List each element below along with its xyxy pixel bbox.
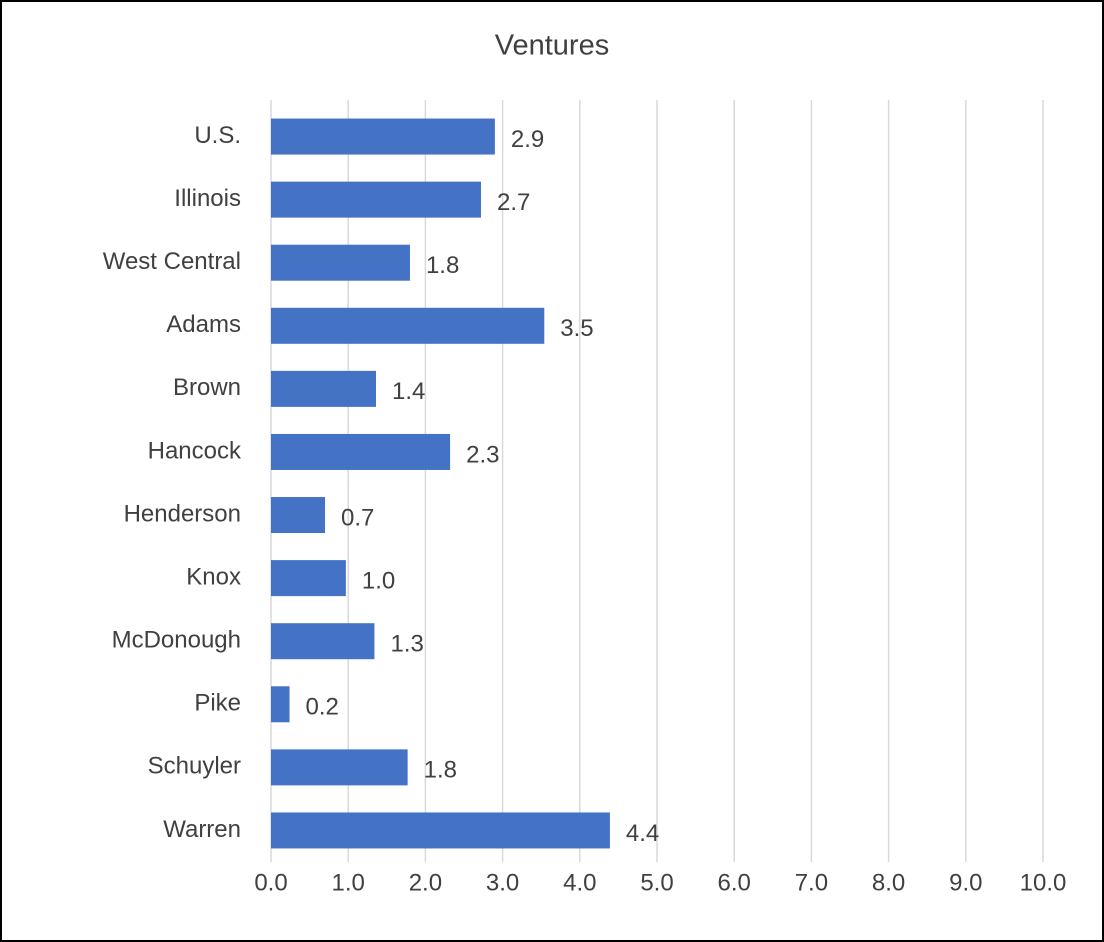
- data-label: 1.4: [392, 378, 425, 405]
- bar: [271, 433, 451, 470]
- x-tick-label: 1.0: [332, 869, 365, 896]
- bar: [271, 623, 375, 660]
- bar: [271, 307, 545, 344]
- data-label: 2.3: [466, 441, 499, 468]
- y-tick-label: Warren: [163, 816, 241, 843]
- y-tick-label: Hancock: [148, 437, 242, 464]
- bar: [271, 749, 408, 786]
- bar: [271, 244, 410, 281]
- data-label: 2.7: [497, 189, 530, 216]
- y-tick-label: Schuyler: [148, 753, 241, 780]
- y-tick-label: Brown: [173, 374, 241, 401]
- x-tick-label: 6.0: [718, 869, 751, 896]
- x-tick-label: 9.0: [949, 869, 982, 896]
- y-tick-label: Illinois: [174, 185, 241, 212]
- bar: [271, 560, 346, 597]
- x-tick-label: 5.0: [640, 869, 673, 896]
- data-label: 0.2: [306, 694, 339, 721]
- bar: [271, 118, 495, 155]
- x-tick-label: 4.0: [563, 869, 596, 896]
- x-tick-label: 2.0: [409, 869, 442, 896]
- x-tick-label: 8.0: [872, 869, 905, 896]
- x-tick-label: 0.0: [254, 869, 287, 896]
- data-label: 4.4: [626, 820, 659, 847]
- bar: [271, 181, 481, 218]
- y-tick-label: Henderson: [124, 500, 241, 527]
- y-tick-label: Pike: [194, 690, 241, 717]
- data-label: 1.0: [362, 567, 395, 594]
- chart-title: Ventures: [495, 30, 609, 62]
- y-tick-label: Adams: [166, 311, 241, 338]
- data-label: 1.8: [426, 252, 459, 279]
- bar: [271, 370, 376, 407]
- x-tick-label: 3.0: [486, 869, 519, 896]
- data-label: 1.3: [390, 631, 423, 658]
- x-tick-label: 10.0: [1020, 869, 1067, 896]
- data-label: 1.8: [424, 757, 457, 784]
- bar: [271, 812, 610, 849]
- data-label: 0.7: [341, 504, 374, 531]
- y-tick-label: U.S.: [194, 122, 241, 149]
- y-tick-label: West Central: [103, 248, 241, 275]
- y-tick-label: McDonough: [112, 627, 241, 654]
- bar: [271, 686, 290, 723]
- bar: [271, 497, 326, 534]
- x-tick-label: 7.0: [795, 869, 828, 896]
- data-label: 2.9: [511, 126, 544, 153]
- y-tick-label: Knox: [186, 563, 241, 590]
- data-label: 3.5: [560, 315, 593, 342]
